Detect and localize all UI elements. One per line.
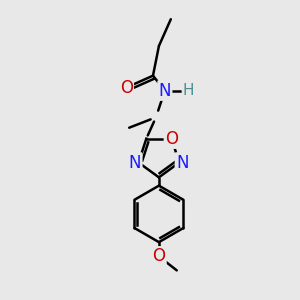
- Text: H: H: [183, 83, 194, 98]
- Text: O: O: [120, 79, 133, 97]
- Text: N: N: [129, 154, 141, 172]
- Text: O: O: [152, 248, 165, 266]
- Text: N: N: [176, 154, 188, 172]
- Text: O: O: [165, 130, 178, 148]
- Text: N: N: [159, 82, 171, 100]
